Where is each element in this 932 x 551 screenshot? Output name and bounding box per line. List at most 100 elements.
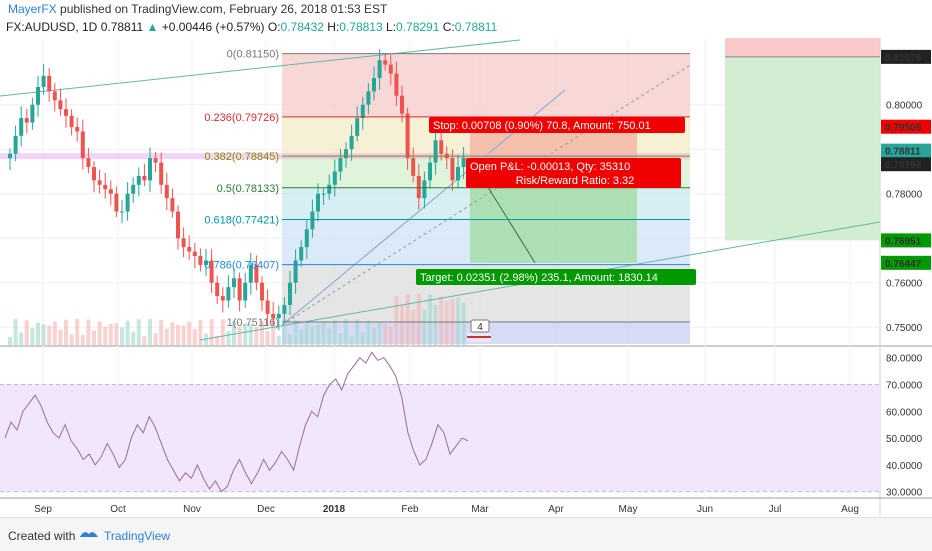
candle-body xyxy=(366,91,371,105)
volume-bar xyxy=(181,325,186,345)
volume-bar xyxy=(58,329,63,345)
candle-body xyxy=(355,118,360,136)
time-tick-label: Jul xyxy=(769,504,782,515)
candle-body xyxy=(36,86,40,105)
price-label: 0.76951 xyxy=(885,236,922,247)
candle-body xyxy=(416,175,421,199)
candle-body xyxy=(299,247,304,261)
footer-bar: Created with TradingView xyxy=(0,517,932,551)
candle-body xyxy=(237,278,242,301)
fib-level-label: 0.236(0.79726) xyxy=(204,112,279,124)
volume-bar xyxy=(456,297,460,345)
candle-body xyxy=(428,162,432,181)
volume-bar xyxy=(52,321,57,345)
rsi-tick-label: 70.0000 xyxy=(886,381,923,392)
volume-bar xyxy=(260,320,264,345)
candle-body xyxy=(321,193,326,195)
publish-info: published on TradingView.com, February 2… xyxy=(60,2,388,16)
candle-body xyxy=(243,282,248,301)
volume-bar xyxy=(271,319,276,345)
candle-body xyxy=(310,211,315,230)
volume-bar xyxy=(215,335,220,345)
price-tick-label: 0.78000 xyxy=(886,190,923,201)
symbol-legend: FX:AUDUSD, 1D 0.78811 ▲ +0.00446 (+0.57%… xyxy=(6,20,497,34)
volume-bar xyxy=(316,324,320,345)
volume-bar xyxy=(265,331,270,345)
volume-bar xyxy=(461,302,466,345)
volume-bar xyxy=(372,327,376,345)
author-name[interactable]: MayerFX xyxy=(8,2,57,16)
volume-bar xyxy=(97,321,102,345)
candle-body xyxy=(187,247,192,252)
target-label: Target: 0.02351 (2.98%) 235.1, Amount: 1… xyxy=(420,272,658,284)
price-change: +0.00446 (+0.57%) xyxy=(161,20,265,34)
volume-bar xyxy=(64,319,68,345)
volume-bar xyxy=(422,309,427,345)
price-label: 0.79506 xyxy=(885,123,922,134)
candle-body xyxy=(103,184,108,190)
volume-bar xyxy=(237,327,242,345)
volume-bar xyxy=(69,334,74,345)
time-tick-label: Feb xyxy=(401,504,419,515)
volume-bar xyxy=(153,333,158,345)
candle-body xyxy=(400,95,404,114)
volume-bar xyxy=(8,337,12,345)
volume-bar xyxy=(125,320,130,345)
volume-bar xyxy=(243,323,248,345)
candle-body xyxy=(293,260,298,283)
high-label: H: xyxy=(327,20,340,34)
candle-body xyxy=(388,64,393,74)
symbol-name[interactable]: FX:AUDUSD, 1D xyxy=(6,20,98,34)
candle-body xyxy=(332,171,337,185)
candle-body xyxy=(232,278,236,288)
volume-bar xyxy=(433,305,438,345)
volume-bar xyxy=(411,309,416,345)
volume-bar xyxy=(131,331,136,345)
volume-bar xyxy=(355,319,360,345)
volume-bar xyxy=(80,335,85,345)
candle-body xyxy=(288,282,292,305)
time-tick-label: Mar xyxy=(471,504,489,515)
volume-bar xyxy=(92,330,96,345)
volume-bar xyxy=(209,319,214,345)
fib-level-label: 0.618(0.77421) xyxy=(204,214,279,226)
price-label-box xyxy=(881,119,931,134)
event-count: 4 xyxy=(477,322,483,333)
candle-body xyxy=(24,118,29,123)
candle-body xyxy=(209,260,214,283)
candle-body xyxy=(372,78,376,92)
candle-body xyxy=(136,175,141,185)
chart-canvas[interactable]: 0(0.81150) 0.236(0.79726) 0.382(0.78845) 0.… xyxy=(0,0,932,517)
volume-bar xyxy=(377,322,382,345)
candle-body xyxy=(394,73,399,96)
candle-body xyxy=(304,229,309,248)
volume-bar xyxy=(47,325,52,345)
target-label-box xyxy=(416,269,696,285)
volume-bar xyxy=(248,323,253,345)
candle-body xyxy=(181,238,186,248)
volume-bar xyxy=(19,332,24,345)
rsi-tick-label: 60.0000 xyxy=(886,407,923,418)
event-count-badge xyxy=(470,319,490,333)
candle-body xyxy=(75,126,80,132)
candle-body xyxy=(125,193,130,212)
candle-body xyxy=(248,264,253,283)
created-with-text: Created with xyxy=(8,529,76,543)
candle-body xyxy=(159,162,164,185)
candle-body xyxy=(276,313,281,319)
close-value: 0.78811 xyxy=(454,20,498,34)
fib-zone-0 xyxy=(282,53,690,117)
price-label: 0.78811 xyxy=(885,147,921,158)
volume-bar xyxy=(36,322,40,345)
candle-body xyxy=(265,300,270,314)
low-value: 0.78291 xyxy=(396,20,440,34)
time-axis: Sep Oct Nov Dec 2018 Feb Mar Apr May Jun Jul Aug xyxy=(34,504,859,515)
candle-body xyxy=(220,296,225,301)
volume-bar xyxy=(164,328,169,345)
candle-body xyxy=(69,115,74,127)
candle-body xyxy=(316,193,320,212)
tradingview-link[interactable]: TradingView xyxy=(104,529,171,543)
risk-reward-label: Risk/Reward Ratio: 3.32 xyxy=(516,175,635,187)
candle-body xyxy=(422,180,427,199)
open-pnl-label: Open P&L: -0.00013, Qty: 35310 xyxy=(470,161,630,173)
